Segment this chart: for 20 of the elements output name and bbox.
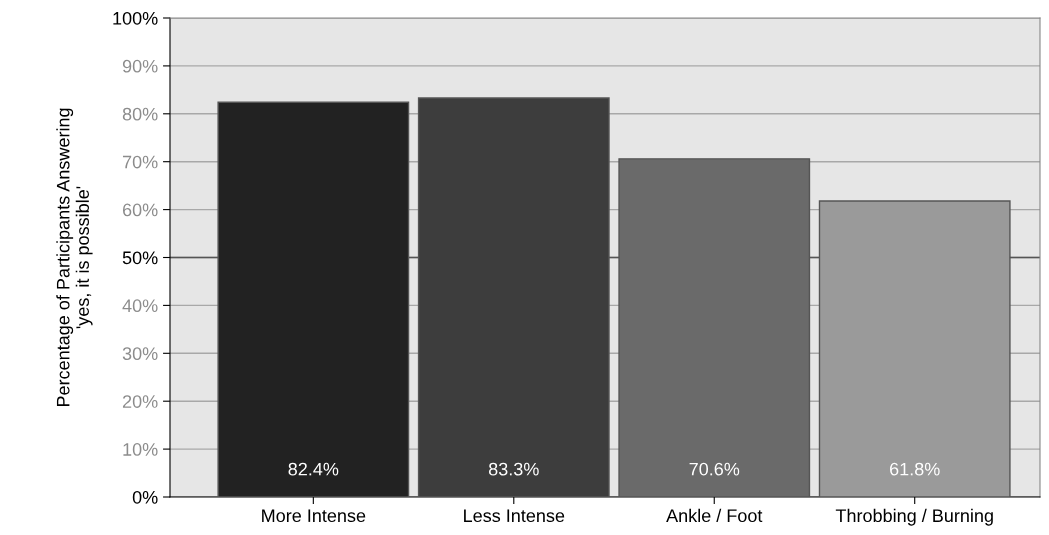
y-axis-title: Percentage of Participants Answering 'yes, it is possible' <box>56 108 93 407</box>
y-tick-label: 30% <box>122 347 158 361</box>
x-tick-label: Ankle / Foot <box>666 508 763 523</box>
y-tick-label: 0% <box>132 490 158 504</box>
y-tick-label: 80% <box>122 107 158 121</box>
y-tick-label: 70% <box>122 155 158 169</box>
data-label: 83.3% <box>488 462 539 476</box>
y-tick-label: 20% <box>122 395 158 408</box>
x-tick-label: Less Intense <box>464 509 565 523</box>
data-label: 61.8% <box>890 462 940 476</box>
y-tick-label: 40% <box>122 299 158 313</box>
y-tick-label: 100% <box>113 11 158 25</box>
y-tick-label: 90% <box>122 59 158 73</box>
data-label: 70.6% <box>689 462 740 476</box>
y-tick-label: 60% <box>122 203 158 217</box>
y-tick-label: 50% <box>122 251 158 265</box>
x-tick-label: Throbbing / Burning <box>835 508 993 526</box>
x-tick-label: More Intense <box>262 509 366 523</box>
y-tick-label: 10% <box>123 443 158 456</box>
data-label: 82.4% <box>288 462 339 476</box>
